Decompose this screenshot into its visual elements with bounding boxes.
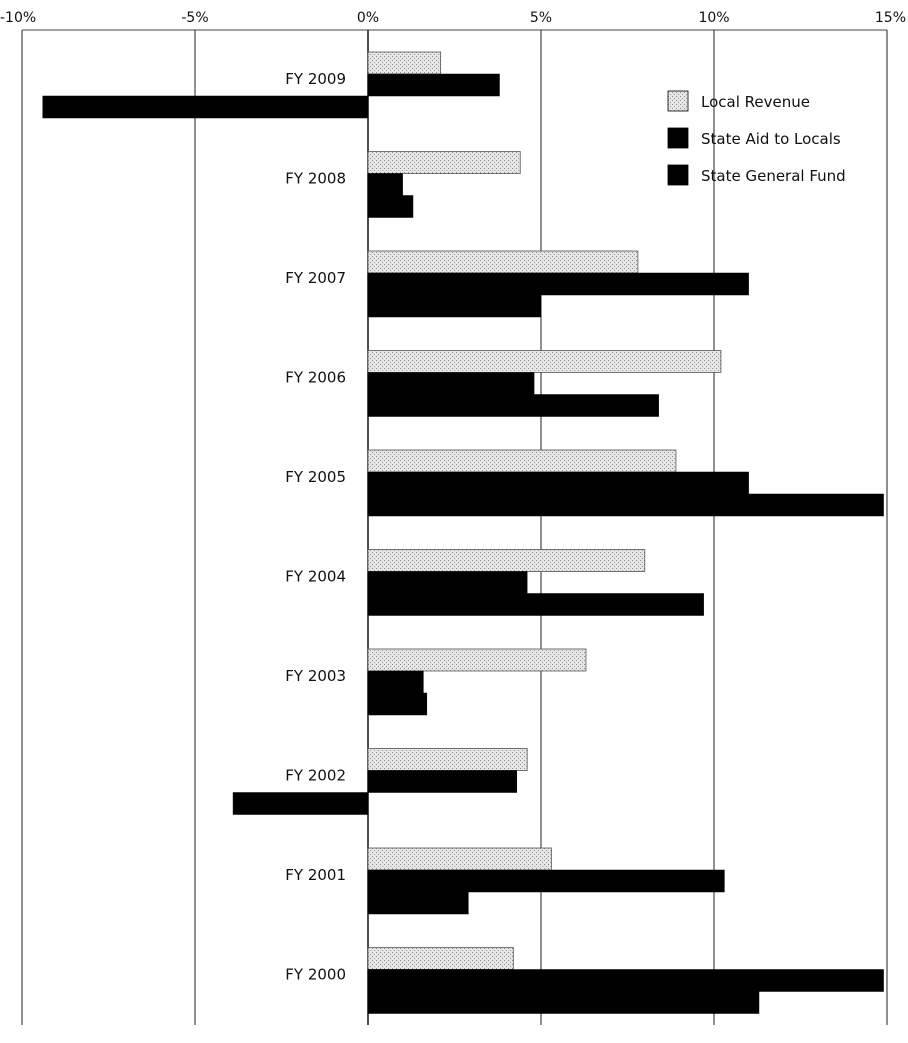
legend-swatch <box>667 164 689 186</box>
bar-fy-2001-series-1 <box>367 869 725 893</box>
category-label: FY 2005 <box>285 468 346 486</box>
bar-fy-2002-series-0 <box>367 748 528 771</box>
bar-fy-2009-series-0 <box>367 51 442 75</box>
category-labels: FY 2009 FY 2008 FY 2007 FY 2006 FY 2005 FY 20… <box>285 70 346 984</box>
bar-fy-2007-series-2 <box>367 294 542 318</box>
legend-label: State Aid to Locals <box>701 130 841 148</box>
category-label: FY 2000 <box>285 966 346 984</box>
x-tick-label: 10% <box>698 10 729 26</box>
bar-fy-2009-series-2 <box>42 95 369 119</box>
x-tick-label: 15% <box>875 10 906 26</box>
category-label: FY 2007 <box>285 269 346 287</box>
bar-fy-2006-series-1 <box>367 372 535 395</box>
bar-fy-2005-series-2 <box>367 493 884 517</box>
x-tick-label: -5% <box>181 10 208 26</box>
category-label: FY 2009 <box>285 70 346 88</box>
bar-fy-2005-series-0 <box>367 449 677 473</box>
bar-fy-2005-series-1 <box>367 471 749 495</box>
bar-fy-2008-series-1 <box>367 173 403 196</box>
bars <box>42 51 884 1014</box>
bar-fy-2002-series-2 <box>232 792 369 815</box>
x-tick-label: 5% <box>530 10 552 26</box>
category-label: FY 2003 <box>285 667 346 685</box>
bar-fy-2003-series-0 <box>367 648 587 672</box>
bar-fy-2008-series-0 <box>367 151 521 174</box>
category-label: FY 2008 <box>285 170 346 188</box>
bar-fy-2000-series-1 <box>367 969 884 992</box>
legend-label: Local Revenue <box>701 93 810 111</box>
bar-fy-2001-series-2 <box>367 891 469 915</box>
x-axis-ticks: -10% -5% 0% 5% 10% 15% <box>0 10 906 26</box>
bar-fy-2007-series-1 <box>367 272 749 296</box>
category-label: FY 2004 <box>285 568 346 586</box>
x-tick-label: 0% <box>357 10 379 26</box>
x-tick-label: -10% <box>0 10 36 26</box>
legend: Local Revenue State Aid to Locals State Ge… <box>667 90 846 186</box>
bar-fy-2006-series-0 <box>367 350 722 373</box>
bar-fy-2000-series-0 <box>367 947 514 970</box>
bar-fy-2008-series-2 <box>367 195 414 218</box>
category-label: FY 2002 <box>285 767 346 785</box>
bar-fy-2004-series-0 <box>367 549 646 572</box>
bar-fy-2009-series-1 <box>367 73 500 97</box>
bar-fy-2000-series-2 <box>367 991 760 1014</box>
bar-fy-2007-series-0 <box>367 250 639 274</box>
legend-swatch <box>667 90 689 112</box>
bar-fy-2006-series-2 <box>367 394 659 417</box>
bar-fy-2003-series-2 <box>367 692 428 716</box>
bar-fy-2004-series-2 <box>367 593 704 616</box>
bar-fy-2004-series-1 <box>367 571 528 594</box>
bar-fy-2001-series-0 <box>367 847 552 871</box>
bar-fy-2002-series-1 <box>367 770 518 793</box>
legend-label: State General Fund <box>701 167 846 185</box>
category-label: FY 2001 <box>285 866 346 884</box>
category-label: FY 2006 <box>285 369 346 387</box>
bar-fy-2003-series-1 <box>367 670 424 694</box>
legend-swatch <box>667 127 689 149</box>
